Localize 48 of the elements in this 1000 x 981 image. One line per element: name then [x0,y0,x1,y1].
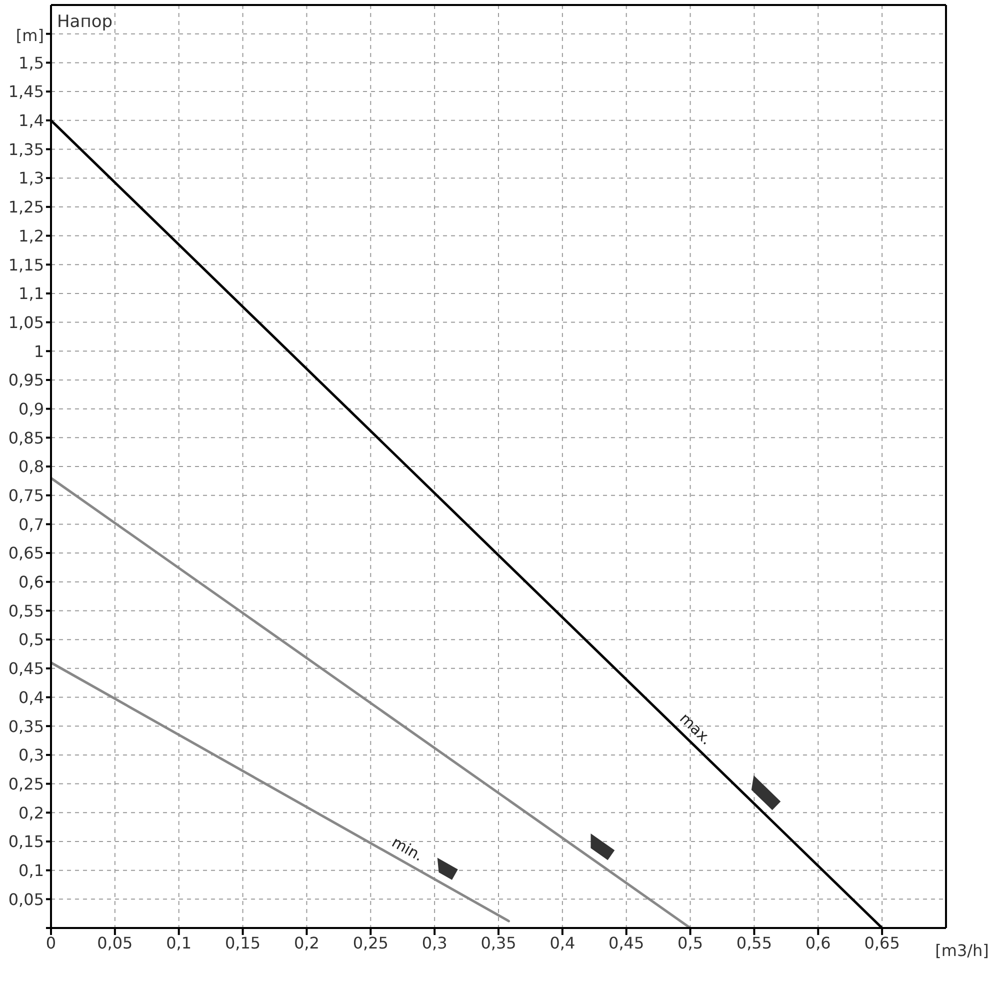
y-tick-label: 0,55 [8,601,44,620]
y-tick-label: 0,85 [8,428,44,448]
y-tick-label: 0,95 [8,370,44,390]
y-tick-label: 1,4 [18,111,44,130]
y-tick-label: 1,45 [8,82,44,102]
y-tick-label: 0,9 [18,399,44,418]
text: min. [388,833,426,865]
y-tick-label: 1,1 [18,284,44,304]
x-tick-label: 0,55 [736,933,772,952]
y-tick-label: 0,2 [18,803,44,822]
y-tick-label: 0,4 [18,688,44,707]
y-tick-label: 1,25 [8,198,44,217]
y-tick-label: 0,15 [8,832,44,852]
x-tick-label: 0,05 [97,933,133,952]
y-tick-label: 1,35 [8,140,44,159]
x-tick-label: 0,5 [678,933,704,952]
x-tick-label: 0,6 [805,933,831,952]
y-tick-label: 0,5 [18,630,44,650]
y-tick-label: 0,8 [18,457,44,476]
y-tick-label: 1,2 [18,226,44,246]
chart-title: Напор [57,12,113,32]
x-axis-title: [m3/h] [935,941,989,960]
y-tick-label: 0,25 [8,774,44,794]
x-tick-label: 0,4 [550,933,576,952]
x-tick-label: 0 [46,933,56,952]
x-tick-label: 0,2 [294,933,320,952]
y-tick-label: 1,5 [18,53,44,72]
x-tick-label: 0,25 [352,933,388,952]
y-tick-label: 0,75 [8,486,44,506]
x-tick-label: 0,3 [422,933,448,952]
y-tick-label: 0,3 [18,746,44,765]
y-tick-label: 0,65 [8,544,44,563]
y-tick-label: 0,35 [8,716,44,736]
y-tick-label: 0,6 [18,572,44,592]
y-tick-label: 1,05 [8,312,44,332]
y-tick-label: 1,3 [18,168,44,188]
y-tick-label: 1,15 [8,255,44,274]
y-tick-label: 0,05 [8,890,44,909]
x-tick-label: 0,15 [224,933,261,952]
y-tick-label: 0,45 [8,659,44,678]
y-tick-label: 1 [34,342,44,361]
y-tick-label: 0,1 [18,860,44,880]
x-tick-label: 0,65 [864,933,900,952]
x-tick-label: 0,35 [480,933,516,952]
x-tick-label: 0,1 [166,933,192,952]
x-tick-label: 0,45 [608,933,644,952]
y-axis-title: [m] [16,26,44,45]
y-tick-label: 0,7 [18,514,44,534]
